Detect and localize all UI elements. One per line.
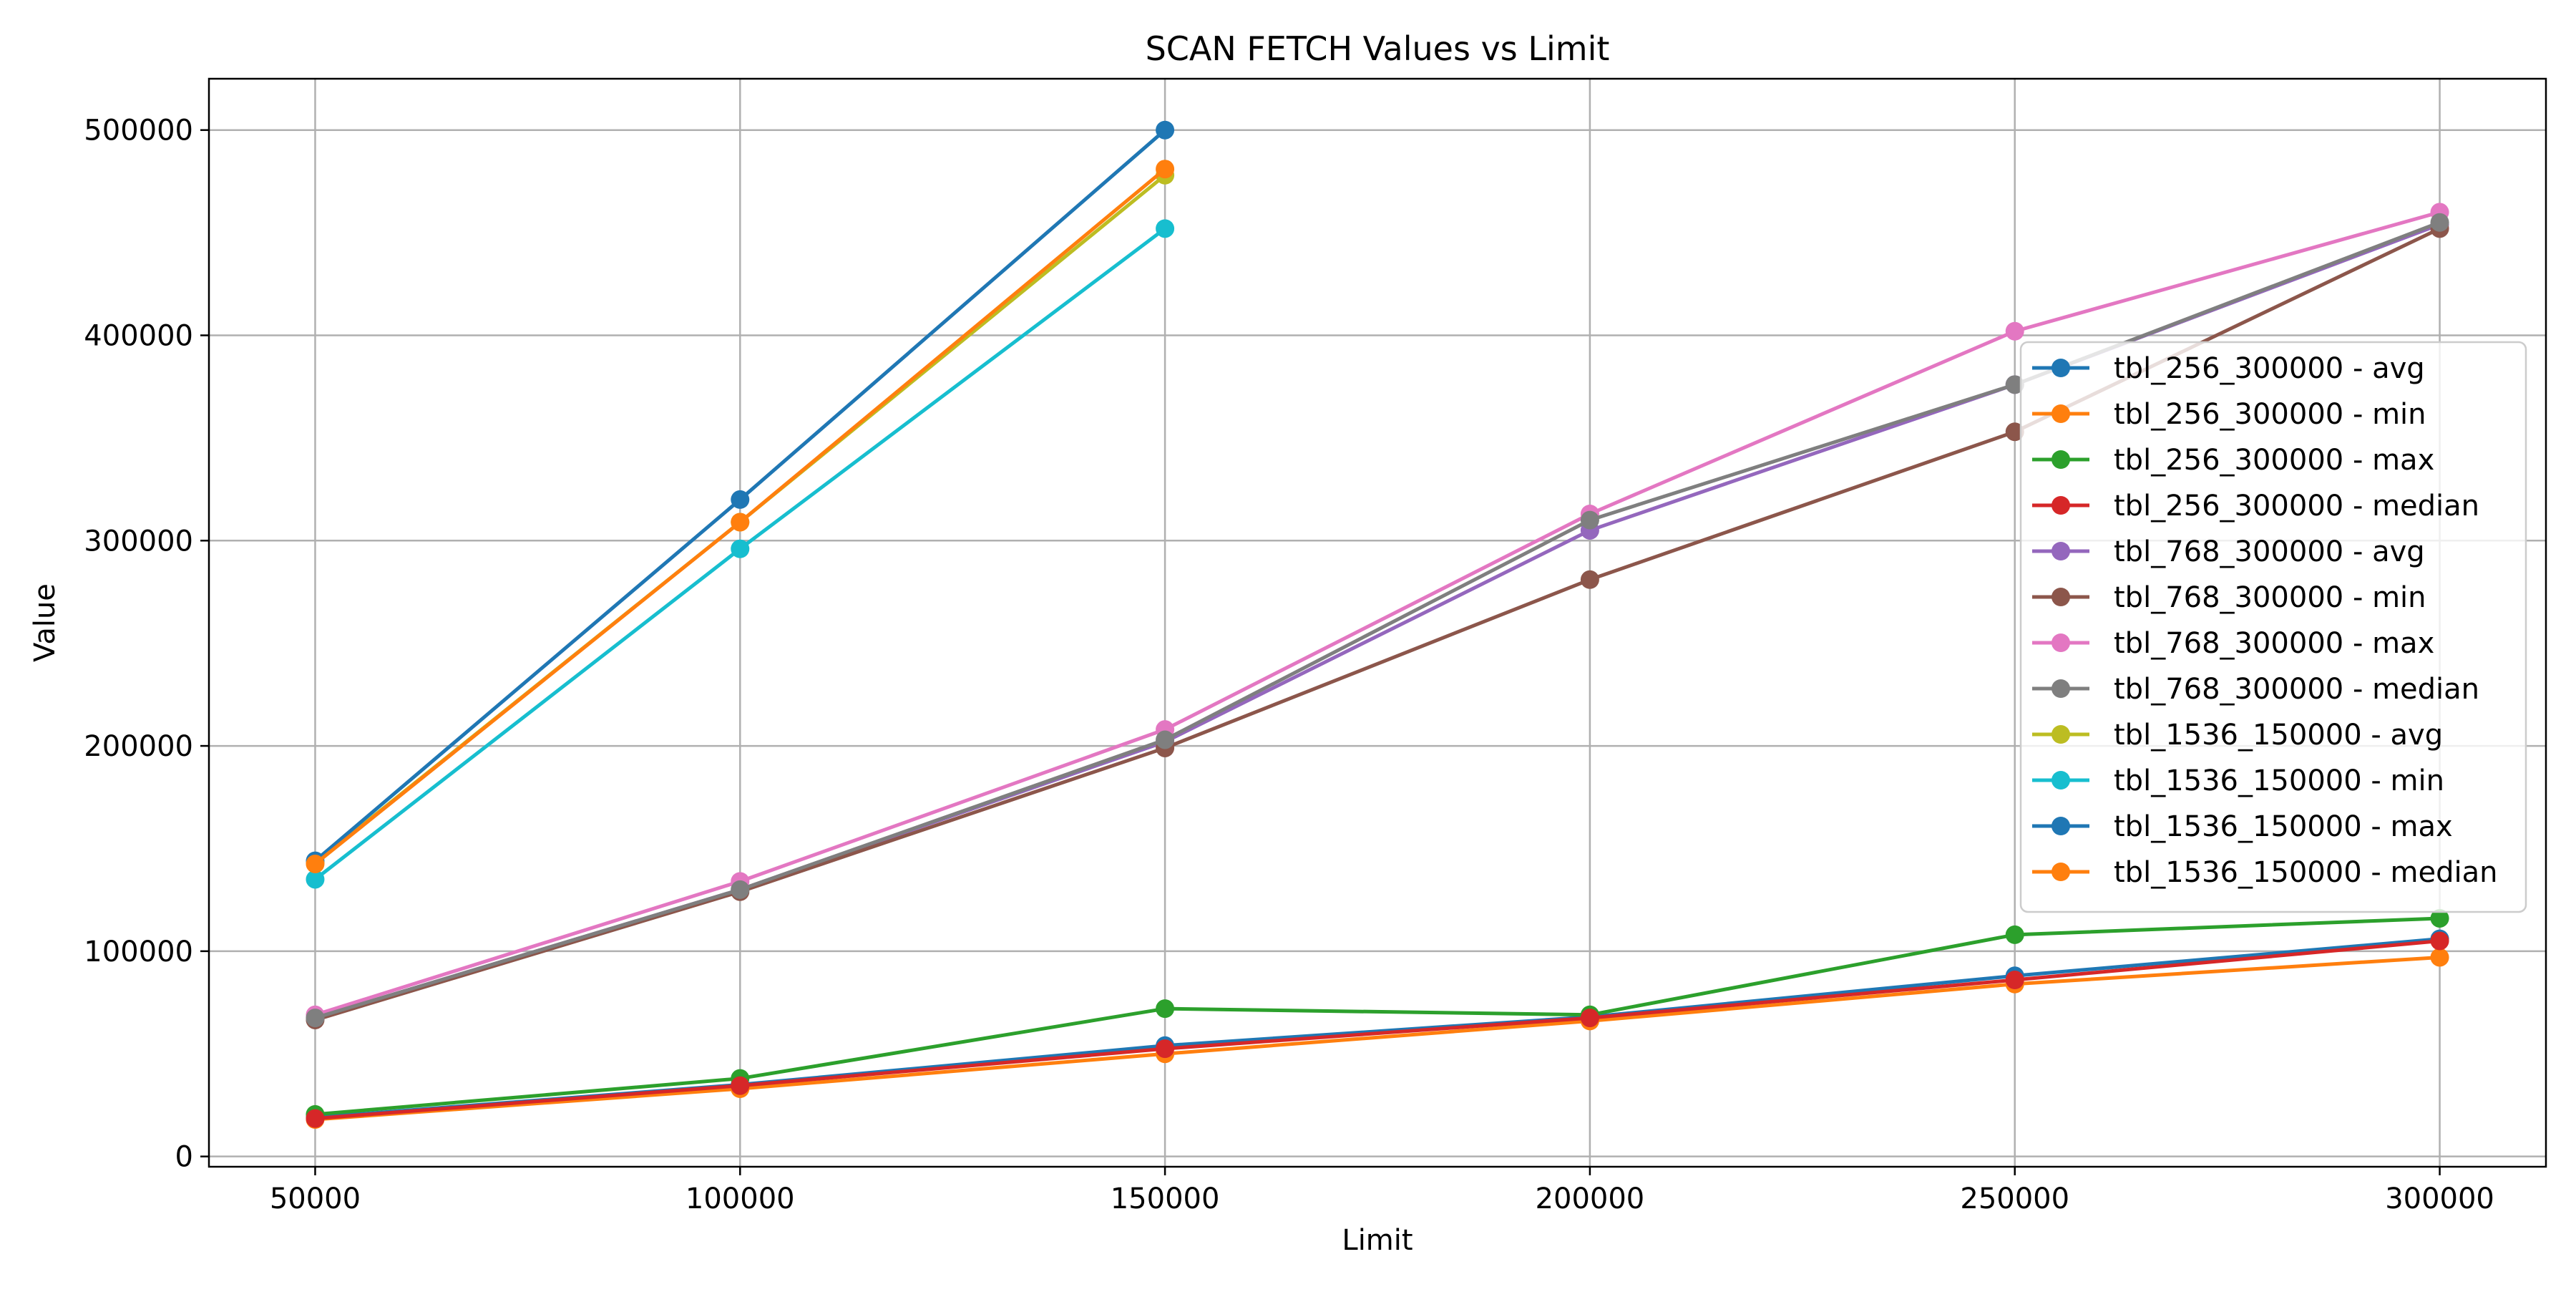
data-point (2430, 908, 2449, 928)
y-tick-label: 200000 (84, 730, 193, 763)
legend-item: tbl_256_300000 - min (2032, 398, 2426, 431)
data-point (2005, 321, 2024, 341)
data-point (1156, 120, 1175, 140)
x-tick-label: 100000 (686, 1182, 795, 1215)
data-point (2005, 375, 2024, 394)
series-10 (306, 219, 1175, 889)
data-point (1580, 510, 1599, 530)
axis-ticks: 50000 100000 150000 200000 250000 300000 0 1000… (84, 115, 2494, 1215)
legend-label: tbl_256_300000 - max (2114, 444, 2434, 477)
legend-swatch-marker (2051, 404, 2070, 423)
legend-label: tbl_1536_150000 - min (2114, 764, 2444, 797)
data-point (2430, 213, 2449, 232)
legend-swatch-marker (2051, 633, 2070, 652)
data-point (2430, 948, 2449, 967)
x-tick-label: 150000 (1111, 1182, 1220, 1215)
legend-label: tbl_256_300000 - min (2114, 398, 2426, 431)
legend-label: tbl_768_300000 - avg (2114, 535, 2425, 568)
x-tick-label: 250000 (1960, 1182, 2069, 1215)
series-line (315, 955, 2440, 1122)
legend-item: tbl_1536_150000 - avg (2032, 719, 2443, 752)
data-point (1156, 999, 1175, 1019)
series-group (306, 120, 2449, 1130)
data-point (1156, 730, 1175, 749)
legend-swatch-marker (2051, 679, 2070, 698)
data-point (731, 490, 750, 509)
legend-swatch-marker (2051, 450, 2070, 469)
legend-item: tbl_1536_150000 - min (2032, 764, 2444, 797)
legend-item: tbl_256_300000 - max (2032, 444, 2434, 477)
legend-swatch-marker (2051, 588, 2070, 606)
data-point (731, 539, 750, 558)
legend-label: tbl_768_300000 - min (2114, 581, 2426, 614)
data-point (2430, 931, 2449, 951)
legend-swatch-marker (2051, 725, 2070, 744)
series-12 (306, 160, 1175, 873)
data-point (731, 880, 750, 899)
y-tick-label: 500000 (84, 115, 193, 147)
chart-title: SCAN FETCH Values vs Limit (1146, 29, 1610, 68)
plot-frame (208, 77, 2547, 1168)
legend: tbl_256_300000 - avg tbl_256_300000 - min… (2019, 341, 2527, 913)
series-line (315, 939, 2440, 1121)
data-point (306, 1109, 325, 1128)
series-line (314, 210, 2441, 1017)
y-tick-label: 100000 (84, 936, 193, 968)
legend-label: tbl_768_300000 - max (2114, 627, 2434, 660)
data-point (731, 1076, 750, 1095)
x-tick-label: 300000 (2385, 1182, 2494, 1215)
data-point (2005, 971, 2024, 990)
data-point (1580, 570, 1599, 589)
data-point (2005, 422, 2024, 442)
legend-swatch-marker (2051, 542, 2070, 560)
data-point (1580, 1009, 1599, 1028)
y-tick-label: 300000 (84, 525, 193, 558)
series-4 (306, 931, 2449, 1128)
legend-item: tbl_768_300000 - min (2032, 581, 2426, 614)
x-tick-label: 50000 (270, 1182, 361, 1215)
data-point (1156, 160, 1175, 179)
x-axis-label: Limit (1342, 1224, 1413, 1257)
legend-item: tbl_1536_150000 - max (2032, 810, 2453, 843)
series-line (315, 916, 2440, 1117)
data-point (2005, 925, 2024, 944)
legend-item: tbl_768_300000 - avg (2032, 535, 2425, 568)
data-point (731, 513, 750, 532)
data-point (1156, 219, 1175, 238)
legend-item: tbl_768_300000 - median (2032, 673, 2479, 706)
legend-label: tbl_1536_150000 - median (2114, 856, 2497, 889)
legend-swatch-marker (2051, 771, 2070, 790)
legend-label: tbl_768_300000 - median (2114, 673, 2479, 706)
legend-item: tbl_256_300000 - median (2032, 490, 2479, 523)
legend-item: tbl_768_300000 - max (2032, 627, 2434, 660)
y-axis-label: Value (29, 583, 62, 662)
legend-label: tbl_256_300000 - avg (2114, 352, 2425, 385)
legend-label: tbl_1536_150000 - max (2114, 810, 2453, 843)
legend-swatch-marker (2051, 863, 2070, 881)
legend-swatch-marker (2051, 817, 2070, 835)
legend-label: tbl_1536_150000 - avg (2114, 719, 2443, 752)
legend-item: tbl_256_300000 - avg (2032, 352, 2425, 385)
legend-swatch-marker (2051, 359, 2070, 377)
data-point (306, 1009, 325, 1028)
y-tick-label: 400000 (84, 319, 193, 352)
legend-item: tbl_1536_150000 - median (2032, 856, 2497, 889)
legend-swatch-marker (2051, 496, 2070, 515)
data-point (306, 870, 325, 889)
data-point (306, 854, 325, 873)
legend-box (2019, 341, 2527, 913)
data-point (1156, 1039, 1175, 1059)
y-tick-label: 0 (175, 1141, 193, 1174)
legend-label: tbl_256_300000 - median (2114, 490, 2479, 523)
x-tick-label: 200000 (1536, 1182, 1645, 1215)
